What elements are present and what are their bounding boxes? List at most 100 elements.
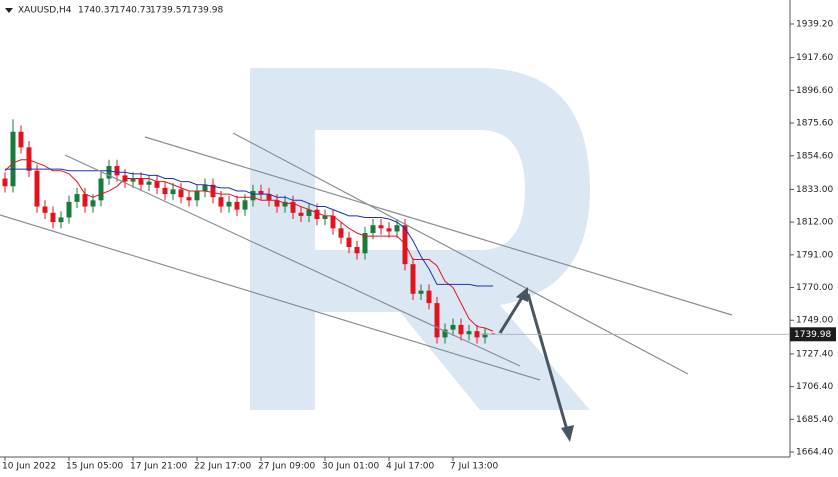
candle-body xyxy=(82,194,88,207)
candle-body xyxy=(418,290,424,294)
trend-lines xyxy=(0,132,733,381)
symbol: XAUUSD,H4 xyxy=(18,6,72,16)
candle-body xyxy=(90,200,96,207)
candle-body xyxy=(266,194,272,201)
candle-body xyxy=(234,201,240,210)
x-tick-label: 22 Jun 17:00 xyxy=(194,462,251,472)
y-tick-label: 1812.00 xyxy=(796,218,833,228)
last-price-label: 1739.98 xyxy=(794,330,831,340)
y-tick-label: 1917.60 xyxy=(796,53,833,63)
y-tick-label: 1854.60 xyxy=(796,151,833,161)
candle-body xyxy=(98,178,104,201)
candle-body xyxy=(386,228,392,232)
y-tick-label: 1664.40 xyxy=(796,448,833,458)
candle-body xyxy=(482,333,488,338)
candle-body xyxy=(58,217,64,223)
candle-body xyxy=(26,147,32,171)
candle-body xyxy=(306,209,312,216)
header-close: 1739.98 xyxy=(186,6,223,16)
candle-body xyxy=(10,131,16,187)
last-price-tag xyxy=(790,327,836,342)
trend-line xyxy=(64,154,521,367)
candle-body xyxy=(250,190,256,201)
candle-body xyxy=(426,290,432,304)
x-tick-label: 27 Jun 09:00 xyxy=(258,462,315,472)
candle-body xyxy=(450,324,456,330)
candle-body xyxy=(322,215,328,219)
arrow-up xyxy=(498,295,525,334)
y-tick-label: 1791.00 xyxy=(796,250,833,260)
candle-body xyxy=(42,206,48,213)
arrow-head xyxy=(561,425,574,442)
candle-body xyxy=(162,187,168,195)
candle-body xyxy=(74,194,80,202)
trend-line xyxy=(0,214,541,381)
indicator-line xyxy=(4,159,494,332)
candle-body xyxy=(170,189,176,195)
candle-body xyxy=(314,209,320,219)
candle-body xyxy=(18,131,24,148)
forecast-arrows xyxy=(498,287,574,442)
candle-body xyxy=(138,178,144,185)
candle-body xyxy=(394,225,400,232)
candle-body xyxy=(34,170,40,207)
candle-body xyxy=(330,215,336,229)
candle-body xyxy=(458,324,464,335)
candle-body xyxy=(194,190,200,201)
candle-body xyxy=(242,200,248,210)
arrow-down xyxy=(526,293,569,431)
x-tick-label: 30 Jun 01:00 xyxy=(322,462,379,472)
arrow-head xyxy=(516,287,528,302)
candle-body xyxy=(378,225,384,229)
y-tick-label: 1727.40 xyxy=(796,349,833,359)
candle-body xyxy=(154,181,160,188)
candle-body xyxy=(466,331,472,335)
candle-body xyxy=(186,197,192,201)
candle-body xyxy=(362,233,368,254)
candle-body xyxy=(210,184,216,198)
plot xyxy=(2,119,496,344)
header-high: 1740.73 xyxy=(114,6,151,16)
candle-body xyxy=(298,212,304,216)
candle-body xyxy=(338,228,344,238)
trend-line xyxy=(144,136,733,316)
y-tick-label: 1833.00 xyxy=(796,185,833,195)
candle-body xyxy=(2,178,8,187)
candle-body xyxy=(106,166,112,179)
candle-body xyxy=(146,181,152,185)
candle-body xyxy=(130,178,136,182)
candle-body xyxy=(50,212,56,223)
candle-body xyxy=(354,247,360,254)
indicator-line xyxy=(5,168,493,287)
x-tick-label: 4 Jul 17:00 xyxy=(386,462,435,472)
candle-body xyxy=(410,264,416,294)
x-tick-label: 7 Jul 13:00 xyxy=(450,462,499,472)
candle-body xyxy=(218,197,224,207)
x-tick-label: 10 Jun 2022 xyxy=(2,462,56,472)
candle-body xyxy=(274,200,280,207)
y-tick-label: 1896.60 xyxy=(796,86,833,96)
candle-body xyxy=(282,201,288,207)
y-tick-label: 1685.40 xyxy=(796,415,833,425)
header-open: 1740.37 xyxy=(78,6,115,16)
menu-icon xyxy=(5,8,13,13)
candle-body xyxy=(258,190,264,195)
y-tick-label: 1770.00 xyxy=(796,283,833,293)
candle-body xyxy=(178,189,184,198)
candle-body xyxy=(370,225,376,234)
y-tick-label: 1939.20 xyxy=(796,19,833,29)
candle-body xyxy=(290,201,296,213)
candle-body xyxy=(66,201,72,218)
trend-line xyxy=(232,132,689,375)
candle-body xyxy=(442,329,448,338)
candle-body xyxy=(346,237,352,248)
y-tick-label: 1749.00 xyxy=(796,316,833,326)
y-tick-label: 1706.40 xyxy=(796,382,833,392)
x-tick-label: 15 Jun 05:00 xyxy=(66,462,123,472)
candle-body xyxy=(226,201,232,207)
x-tick-label: 17 Jun 21:00 xyxy=(130,462,187,472)
candle-body xyxy=(474,331,480,338)
candle-body xyxy=(202,184,208,191)
candle-body xyxy=(114,166,120,176)
